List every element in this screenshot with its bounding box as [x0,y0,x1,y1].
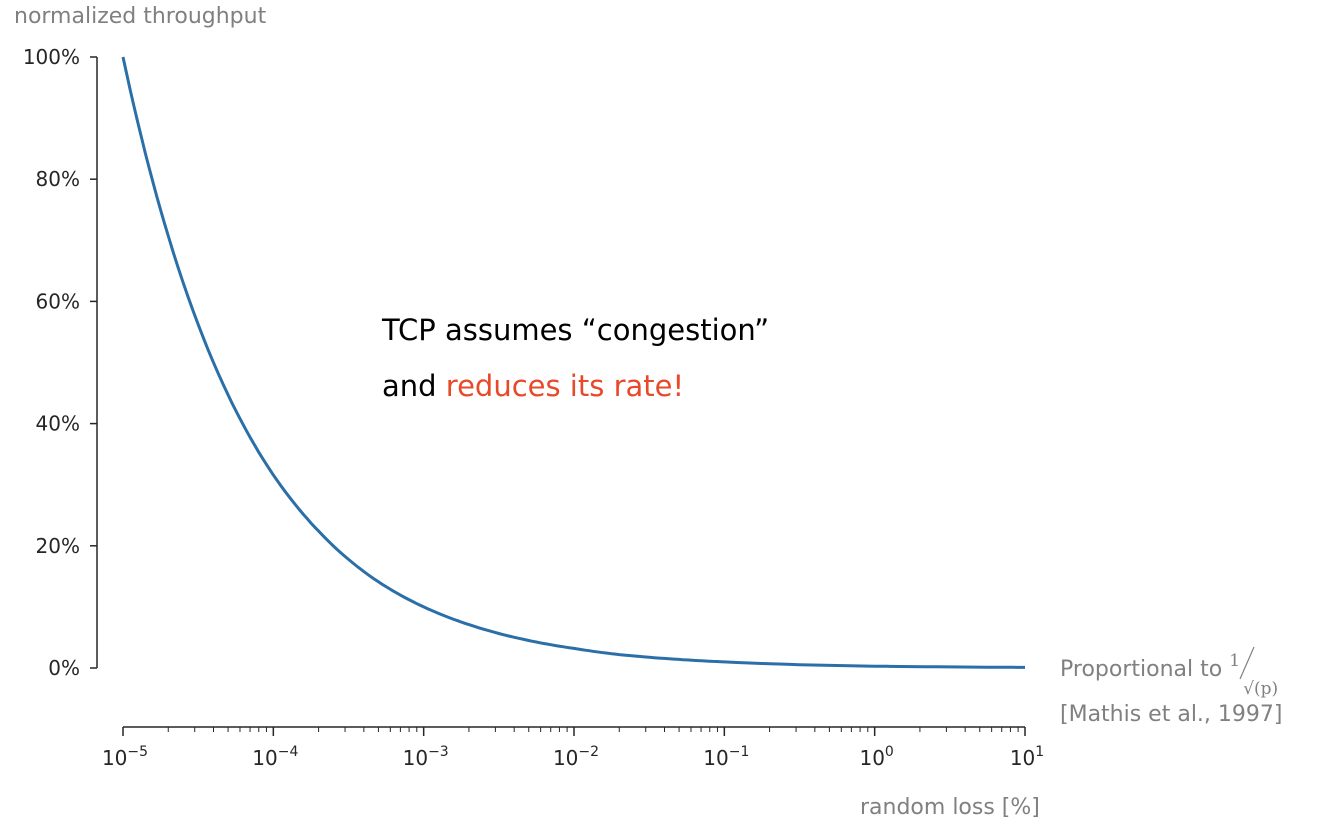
formula-line: Proportional to 1 √(p) [1060,645,1303,699]
citation: [Mathis et al., 1997] [1060,702,1283,727]
fraction-slash [1239,646,1255,680]
y-axis-label: normalized throughput [14,4,267,29]
series-layer [121,56,1026,669]
annotation: TCP assumes “congestion” and reduces its… [382,302,769,414]
y-tick-label: 60% [36,289,80,313]
formula-fraction: 1 √(p) [1229,645,1303,699]
x-tick-label: 10−3 [403,744,449,770]
x-tick-label: 10−4 [252,744,298,770]
formula-denominator: √(p) [1243,679,1279,699]
annotation-line-2: and reduces its rate! [382,358,769,414]
y-tick-label: 20% [36,534,80,558]
y-tick-label: 0% [48,656,80,680]
x-tick-label: 10−5 [102,744,148,770]
formula-prefix: Proportional to [1060,657,1223,682]
x-axis: 10−5 10−4 10−3 10−2 10−1 100 101 [102,726,1044,770]
annotation-highlight: reduces its rate! [445,369,685,403]
annotation-line-1: TCP assumes “congestion” [382,313,770,347]
x-tick-label: 101 [1010,744,1044,770]
annotation-prefix: and [382,369,446,403]
y-tick-label: 80% [36,167,80,191]
y-tick-label: 100% [23,45,80,69]
y-tick-label: 40% [36,412,80,436]
throughput-line [121,56,1026,669]
x-axis-label: random loss [%] [860,795,1040,820]
formula-note: Proportional to 1 √(p) [Mathis et al., 1… [1060,645,1303,735]
y-axis: 0% 20% 40% 60% 80% 100% [23,45,98,680]
formula-numerator: 1 [1229,651,1241,671]
x-tick-label: 100 [859,744,893,770]
x-tick-label: 10−2 [553,744,599,770]
x-tick-label: 10−1 [703,744,749,770]
